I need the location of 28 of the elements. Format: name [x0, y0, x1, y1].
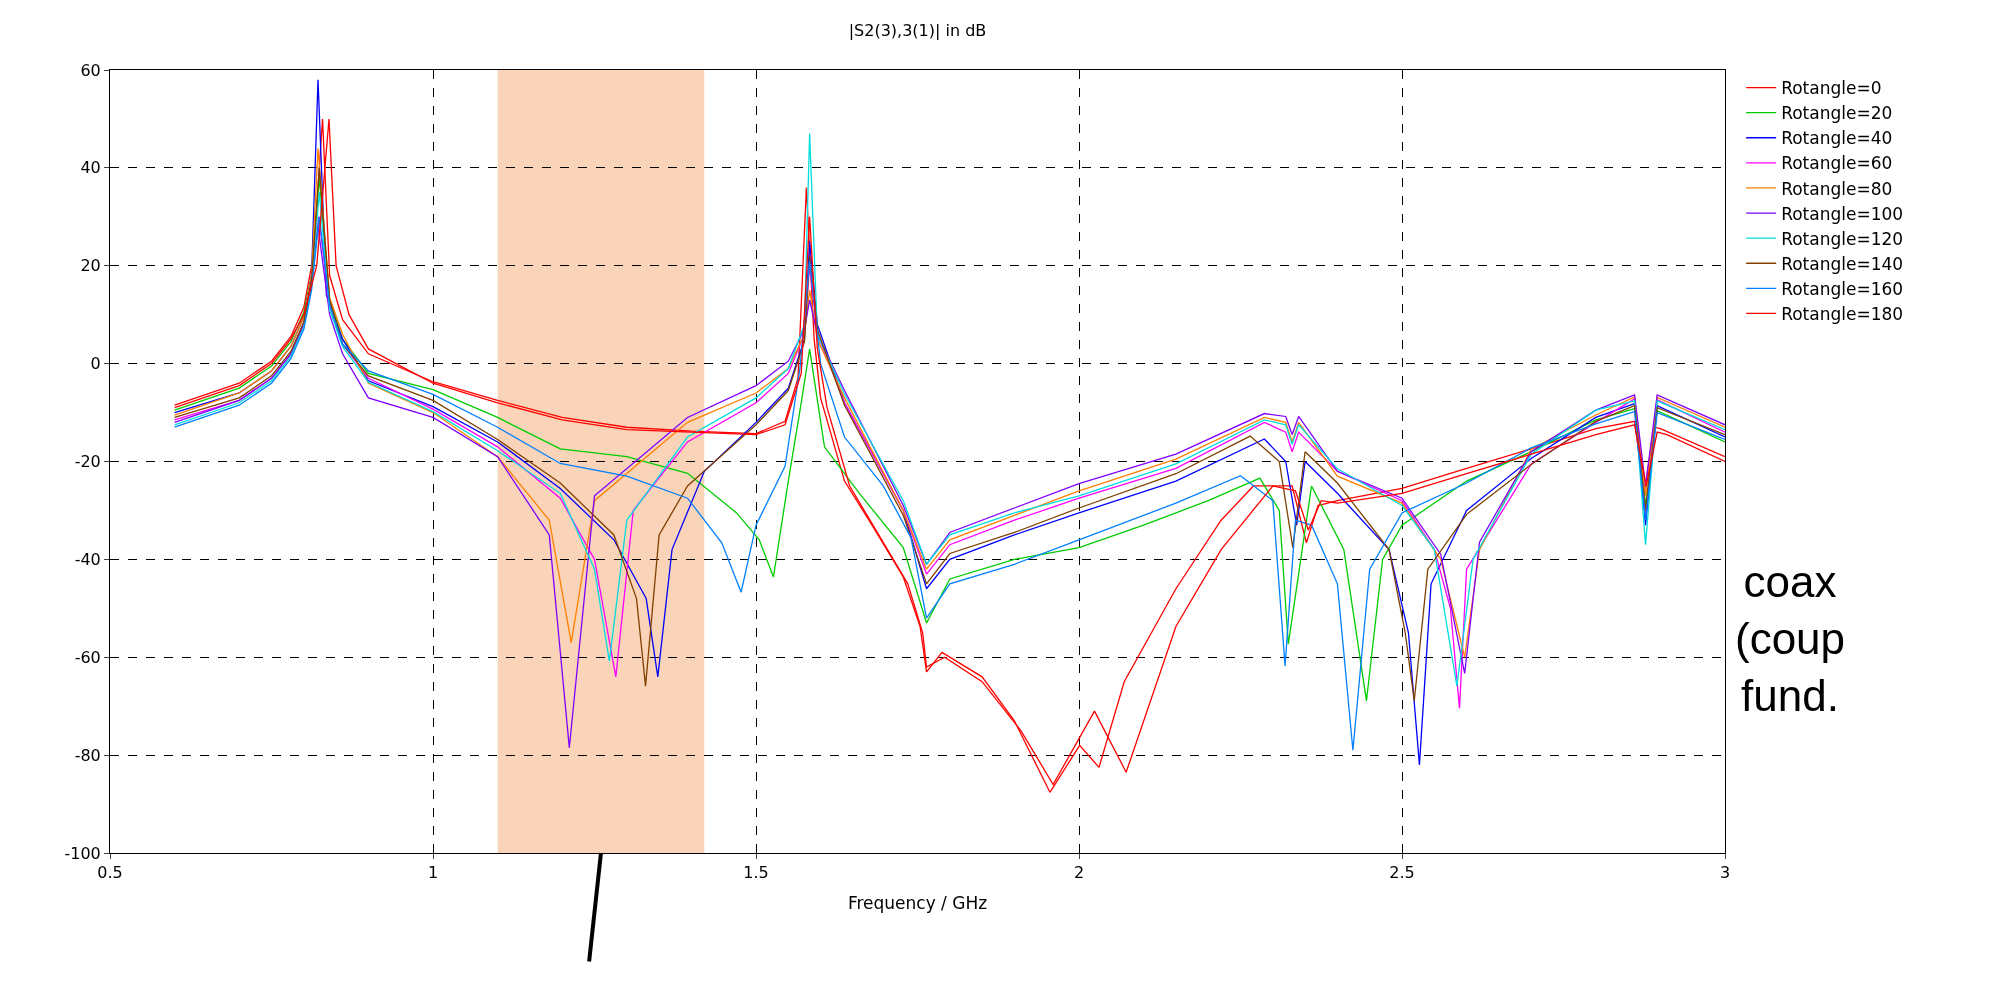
legend-label: Rotangle=140 — [1781, 253, 1904, 274]
x-tick-label: 2 — [1073, 863, 1085, 883]
x-axis-title: Frequency / GHz — [847, 892, 988, 913]
text: coax (coup fund. — [1735, 557, 1846, 721]
x-tick-label: 3 — [1719, 863, 1731, 883]
y-tick-label: -60 — [74, 647, 101, 667]
legend-label: Rotangle=120 — [1781, 228, 1904, 249]
x-tick-label: 2.5 — [1389, 863, 1415, 883]
y-tick-label: -40 — [74, 549, 101, 569]
legend-label: Rotangle=0 — [1781, 78, 1882, 99]
y-tick-label: 20 — [80, 256, 101, 276]
chart-title: |S2(3),3(1)| in dB — [848, 20, 987, 40]
y-tick-label: 40 — [80, 158, 101, 178]
legend-label: Rotangle=40 — [1781, 128, 1893, 149]
legend-label: Rotangle=80 — [1781, 178, 1893, 199]
x-tick-label: 1.5 — [743, 863, 769, 883]
x-tick-label: 1 — [427, 863, 439, 883]
legend-label: Rotangle=60 — [1781, 153, 1893, 174]
legend-label: Rotangle=20 — [1781, 103, 1893, 124]
y-tick-label: -100 — [64, 843, 101, 863]
y-tick-label: 0 — [90, 354, 101, 374]
y-tick-label: -80 — [74, 745, 101, 765]
y-tick-label: 60 — [80, 60, 101, 80]
y-tick-label: -20 — [74, 452, 101, 472]
x-tick-label: 0.5 — [97, 863, 123, 883]
legend-label: Rotangle=100 — [1781, 203, 1904, 224]
legend-label: Rotangle=160 — [1781, 278, 1904, 299]
legend-label: Rotangle=180 — [1781, 304, 1904, 325]
